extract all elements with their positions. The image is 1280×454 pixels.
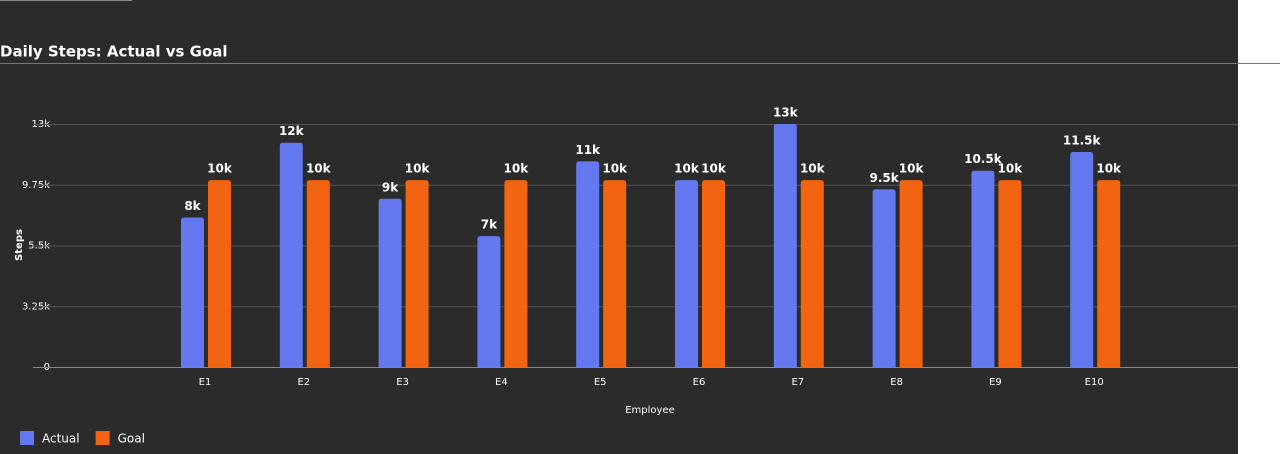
x-tick-label: E7 bbox=[791, 377, 804, 388]
bar bbox=[971, 170, 995, 367]
bar bbox=[405, 180, 429, 367]
value-label: 9.5k bbox=[869, 171, 899, 185]
value-label: 10k bbox=[899, 162, 925, 176]
value-label: 10k bbox=[1096, 162, 1122, 176]
bar bbox=[181, 217, 204, 367]
chart-title: Daily Steps: Actual vs Goal bbox=[0, 43, 228, 61]
x-axis-title: Employee bbox=[625, 405, 675, 416]
x-tick-label: E4 bbox=[495, 377, 508, 388]
value-label: 10k bbox=[998, 162, 1024, 176]
value-label: 10.5k bbox=[964, 152, 1003, 166]
value-label: 11k bbox=[575, 143, 601, 157]
bar bbox=[675, 180, 698, 367]
x-tick-label: E10 bbox=[1085, 377, 1104, 388]
value-label: 11.5k bbox=[1063, 134, 1102, 148]
bar bbox=[477, 236, 501, 367]
bar bbox=[576, 161, 600, 367]
bar bbox=[800, 180, 824, 367]
bar bbox=[899, 180, 923, 367]
x-tick-label: E5 bbox=[594, 377, 607, 388]
legend-swatch bbox=[95, 431, 110, 445]
x-tick-label: E8 bbox=[890, 377, 903, 388]
bar bbox=[1097, 180, 1121, 367]
value-label: 8k bbox=[184, 199, 201, 213]
bar bbox=[378, 198, 402, 367]
bar bbox=[279, 142, 303, 367]
bar bbox=[306, 180, 330, 367]
bar bbox=[998, 180, 1022, 367]
value-label: 10k bbox=[602, 162, 628, 176]
value-label: 9k bbox=[382, 180, 399, 194]
value-label: 12k bbox=[279, 124, 305, 138]
value-label: 10k bbox=[306, 162, 332, 176]
bar bbox=[1070, 152, 1094, 367]
x-tick-label: E1 bbox=[199, 377, 212, 388]
value-label: 10k bbox=[674, 162, 700, 176]
x-tick-label: E3 bbox=[396, 377, 409, 388]
value-label: 10k bbox=[800, 162, 826, 176]
bar bbox=[702, 180, 725, 367]
x-tick-label: E2 bbox=[297, 377, 310, 388]
x-tick-label: E6 bbox=[693, 377, 706, 388]
bar bbox=[603, 180, 627, 367]
value-label: 10k bbox=[701, 162, 727, 176]
value-label: 10k bbox=[405, 162, 431, 176]
legend-swatch bbox=[20, 431, 34, 445]
bar bbox=[504, 180, 528, 367]
value-label: 10k bbox=[504, 162, 530, 176]
value-label: 13k bbox=[773, 106, 799, 120]
x-tick-label: E9 bbox=[989, 377, 1002, 388]
y-axis-title: Steps bbox=[14, 229, 25, 261]
bar bbox=[208, 180, 231, 367]
legend-label: Actual bbox=[42, 432, 80, 446]
bar bbox=[872, 189, 896, 367]
value-label: 7k bbox=[481, 218, 498, 232]
legend-label: Goal bbox=[118, 432, 145, 446]
value-label: 10k bbox=[207, 162, 233, 176]
bar bbox=[773, 124, 797, 367]
